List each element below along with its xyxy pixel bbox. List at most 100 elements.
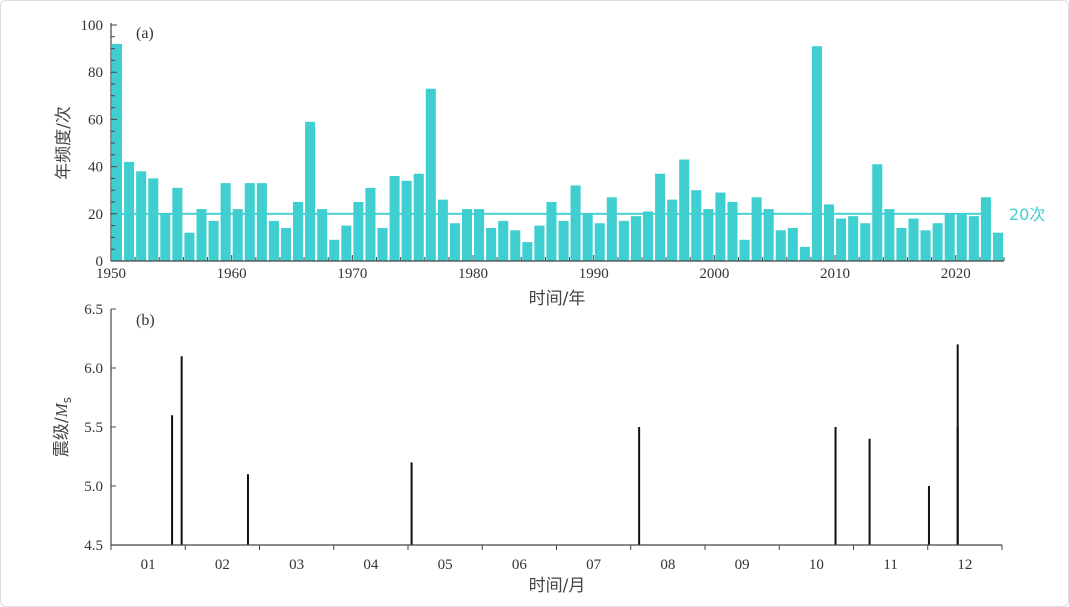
bar-1956 xyxy=(184,232,195,261)
panel-a: 20次 0 20 40 60 80 100 1950 1960 1970 1980 1990 2000 2… xyxy=(81,18,1046,282)
bar-2016 xyxy=(908,218,919,261)
x-tick-label: 1980 xyxy=(458,266,488,282)
bar-2010 xyxy=(836,218,847,261)
x-tick-label: 11 xyxy=(883,557,897,573)
bar-1973 xyxy=(389,176,400,261)
bar-2007 xyxy=(799,246,810,261)
bar-1965 xyxy=(293,202,304,261)
bar-1975 xyxy=(413,173,424,261)
bar-1988 xyxy=(570,185,581,261)
reference-line-label: 20次 xyxy=(1009,205,1045,224)
bar-1971 xyxy=(365,187,376,261)
bar-2000 xyxy=(715,192,726,261)
x-tick-label: 2000 xyxy=(699,266,729,282)
bar-1987 xyxy=(558,220,569,261)
y-tick-label: 0 xyxy=(96,254,104,270)
x-axis-label-a: 时间/年 xyxy=(529,289,586,309)
bar-2015 xyxy=(896,227,907,261)
bar-1996 xyxy=(667,199,678,261)
x-tick-label: 05 xyxy=(438,557,453,573)
x-tick-label: 01 xyxy=(141,557,156,573)
bar-2014 xyxy=(884,209,895,261)
bar-2021 xyxy=(968,216,979,261)
bar-1999 xyxy=(703,209,714,261)
bar-1964 xyxy=(280,227,292,261)
y-tick-label: 6.5 xyxy=(84,302,103,318)
bar-2011 xyxy=(848,216,859,261)
bar-1951 xyxy=(124,161,135,261)
bar-1976 xyxy=(425,88,436,261)
y-tick-label: 40 xyxy=(88,160,103,176)
x-tick-label: 1990 xyxy=(579,266,609,282)
x-tick-label: 1960 xyxy=(217,266,247,282)
bar-1985 xyxy=(534,225,545,261)
bar-1972 xyxy=(377,227,388,261)
y-tick-label: 20 xyxy=(88,207,103,223)
bar-2003 xyxy=(751,197,762,261)
panel-b-label: (b) xyxy=(136,312,155,329)
x-tick-label: 03 xyxy=(289,557,304,573)
x-tick-label: 12 xyxy=(957,557,972,573)
bar-1957 xyxy=(196,209,207,261)
panel-a-label: (a) xyxy=(136,25,154,42)
bar-1990 xyxy=(594,223,605,261)
bar-1998 xyxy=(691,190,702,261)
bar-1982 xyxy=(498,220,509,261)
x-tick-label: 08 xyxy=(660,557,675,573)
y-label-b-symbol: M xyxy=(52,402,71,418)
bar-1989 xyxy=(582,213,593,261)
x-tick-label: 06 xyxy=(512,557,528,573)
bar-1981 xyxy=(486,227,497,261)
bar-2005 xyxy=(775,230,786,261)
y-axis-label-b: 震级/Ms xyxy=(52,397,74,457)
bar-1967 xyxy=(317,209,328,261)
bar-1980 xyxy=(474,209,485,261)
y-tick-label: 100 xyxy=(81,18,104,34)
bar-2009 xyxy=(823,204,835,261)
bar-1969 xyxy=(341,225,352,261)
x-tick-label: 2010 xyxy=(820,266,850,282)
bar-2012 xyxy=(860,223,871,261)
bar-1959 xyxy=(220,183,231,261)
bar-2019 xyxy=(944,213,955,261)
y-tick-label: 4.5 xyxy=(84,538,103,554)
bar-2006 xyxy=(787,227,798,261)
x-axis-label-b: 时间/月 xyxy=(529,576,586,596)
y-tick-label: 60 xyxy=(88,112,103,128)
bar-2002 xyxy=(739,239,750,261)
bar-2017 xyxy=(920,230,931,261)
bar-1966 xyxy=(305,121,316,261)
bar-1993 xyxy=(630,216,641,261)
x-tick-label: 02 xyxy=(215,557,230,573)
y-tick-label: 5.0 xyxy=(84,479,103,495)
bar-1977 xyxy=(437,199,448,261)
bar-1974 xyxy=(401,180,412,261)
bar-1979 xyxy=(461,209,473,261)
bar-2023 xyxy=(992,232,1003,261)
bar-2018 xyxy=(932,223,943,261)
x-tick-label: 2020 xyxy=(941,266,971,282)
bar-2001 xyxy=(727,202,738,261)
panel-b: 4.5 5.0 5.5 6.0 6.5 01 02 03 04 05 06 07 08 09 10 11 12 xyxy=(84,302,1003,573)
bar-1950 xyxy=(112,43,123,261)
y-tick-label: 80 xyxy=(88,65,103,81)
bar-1997 xyxy=(679,159,690,261)
x-tick-label: 09 xyxy=(735,557,750,573)
bar-1991 xyxy=(606,197,617,261)
y-label-b-main: 震级/ xyxy=(52,417,72,457)
x-tick-label: 1970 xyxy=(337,266,367,282)
bar-1978 xyxy=(449,223,460,261)
y-label-b-sub: s xyxy=(60,397,74,403)
bar-1995 xyxy=(655,173,666,261)
bar-1955 xyxy=(172,187,183,261)
bar-2008 xyxy=(811,46,822,261)
x-tick-label: 04 xyxy=(363,557,379,573)
y-tick-label: 6.0 xyxy=(84,361,103,377)
bar-1986 xyxy=(546,202,557,261)
bar-1992 xyxy=(618,220,629,261)
x-tick-label: 10 xyxy=(809,557,824,573)
x-tick-label: 07 xyxy=(586,557,602,573)
bar-1952 xyxy=(136,171,147,261)
